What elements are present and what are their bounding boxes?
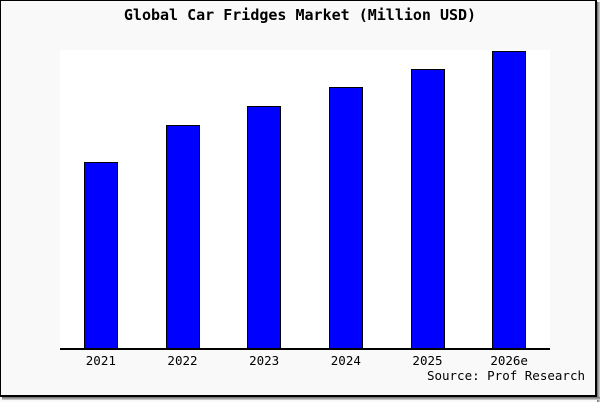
- source-note: Source: Prof Research: [426, 368, 585, 383]
- x-tick-2025: 2025: [412, 353, 443, 368]
- x-tick-2026e: 2026e: [490, 353, 528, 368]
- x-tick-2021: 2021: [85, 353, 116, 368]
- bar-2024: [328, 87, 363, 350]
- bar-2025: [410, 69, 445, 350]
- plot-area: 2021 2022 2023 2024 2025 2026e: [60, 50, 550, 368]
- frame-shadow-right: [597, 2, 600, 402]
- chart-title: Global Car Fridges Market (Million USD): [123, 6, 477, 24]
- bar-2022: [165, 125, 200, 350]
- x-tick-2024: 2024: [330, 353, 361, 368]
- x-tick-2022: 2022: [167, 353, 198, 368]
- x-axis-line: [60, 348, 550, 350]
- frame-shadow-bottom: [2, 397, 600, 400]
- bar-2021: [83, 162, 118, 350]
- x-tick-2023: 2023: [249, 353, 280, 368]
- bar-2023: [247, 106, 282, 350]
- bar-2026e: [492, 51, 527, 350]
